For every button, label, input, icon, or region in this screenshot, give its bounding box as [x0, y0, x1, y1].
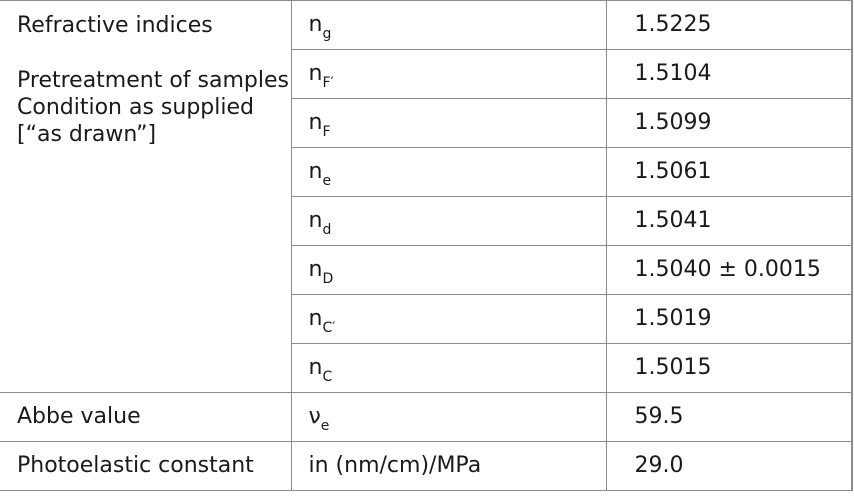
- table-row: ne 1.5061: [0, 147, 853, 197]
- table-row: nF′ 1.5104: [0, 49, 853, 99]
- note-line: [“as drawn”]: [17, 122, 157, 148]
- value-cell: 1.5099: [605, 98, 853, 148]
- value-cell: 1.5019: [605, 294, 853, 344]
- table-row: nD 1.5040 ± 0.0015: [0, 245, 853, 295]
- refractive-group-cell: Refractive indices Pretreatment of sampl…: [0, 0, 292, 393]
- symbol-cell: nd: [290, 196, 607, 246]
- symbol-cell: ng: [290, 0, 607, 50]
- pretreatment-note: Pretreatment of samples Condition as sup…: [17, 67, 291, 148]
- value-cell: 29.0: [605, 441, 853, 491]
- symbol-cell: nC: [290, 343, 607, 393]
- note-line: Condition as supplied: [17, 95, 254, 121]
- table-row: nF 1.5099: [0, 98, 853, 148]
- value-cell: 1.5040 ± 0.0015: [605, 245, 853, 295]
- value-cell: 1.5041: [605, 196, 853, 246]
- note-line: Pretreatment of samples: [17, 68, 289, 94]
- symbol-cell: nF: [290, 98, 607, 148]
- unit-cell: in (nm/cm)/MPa: [290, 441, 607, 491]
- value-cell: 1.5015: [605, 343, 853, 393]
- table-row: Photoelastic constant in (nm/cm)/MPa 29.…: [0, 441, 853, 491]
- symbol-cell: nF′: [290, 49, 607, 99]
- table-row: nd 1.5041: [0, 196, 853, 246]
- refractive-heading: Refractive indices: [17, 13, 213, 38]
- value-cell: 1.5104: [605, 49, 853, 99]
- table-row: Refractive indices Pretreatment of sampl…: [0, 0, 853, 393]
- photoelastic-label: Photoelastic constant: [0, 441, 292, 491]
- symbol-cell: νe: [290, 392, 607, 442]
- table-row: Abbe value νe 59.5: [0, 392, 853, 442]
- symbol-cell: ne: [290, 147, 607, 197]
- value-cell: 1.5225: [605, 0, 853, 50]
- value-cell: 59.5: [605, 392, 853, 442]
- abbe-label: Abbe value: [0, 392, 292, 442]
- symbol-cell: nC′: [290, 294, 607, 344]
- symbol-cell: nD: [290, 245, 607, 295]
- value-cell: 1.5061: [605, 147, 853, 197]
